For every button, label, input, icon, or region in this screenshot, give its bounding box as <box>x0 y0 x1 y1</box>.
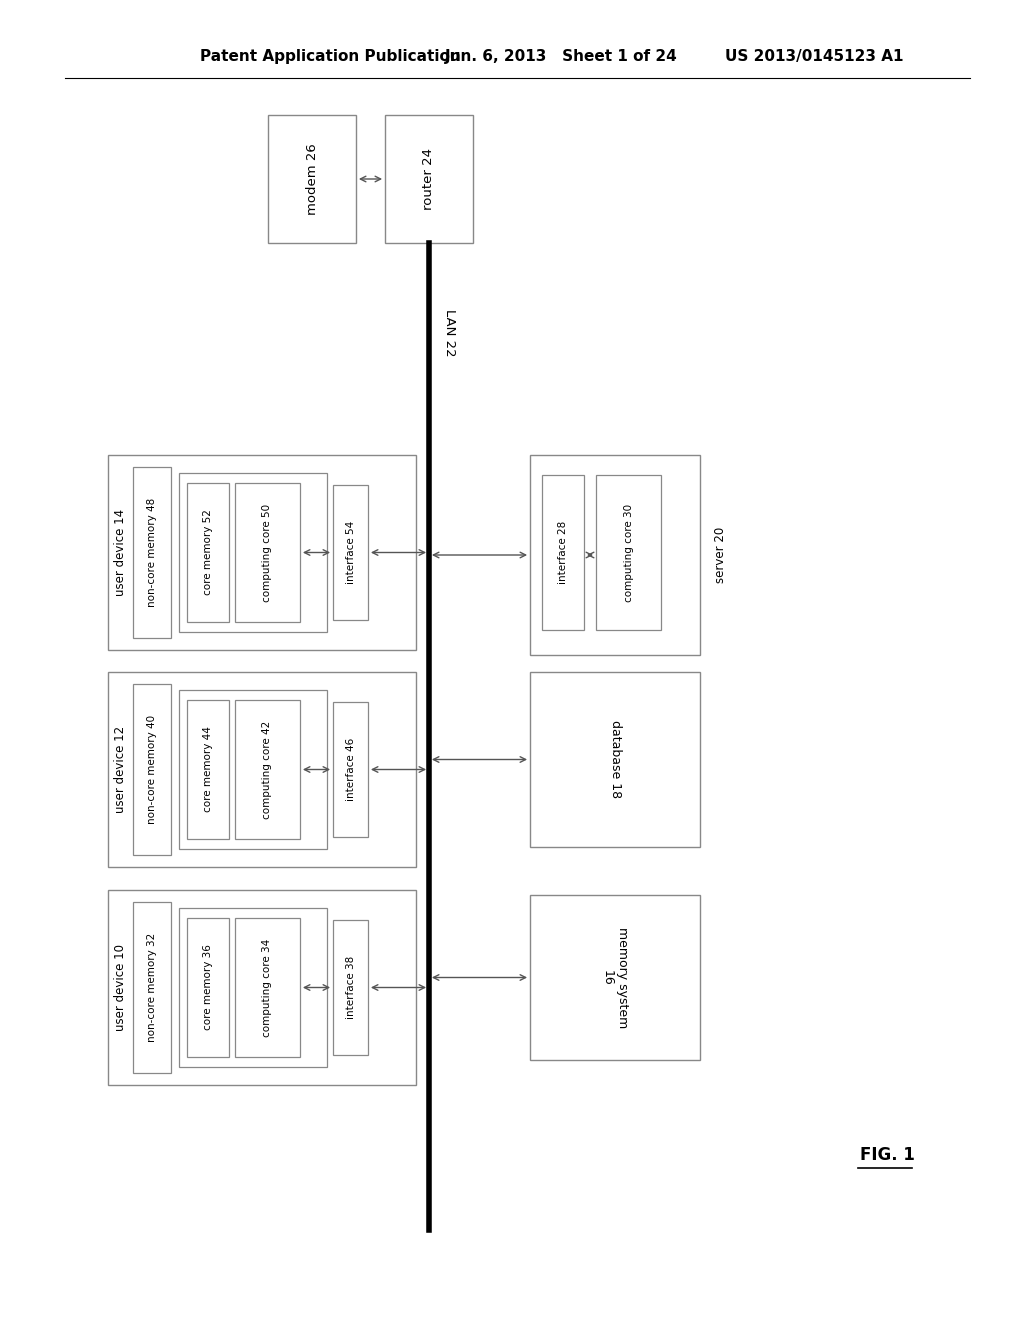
Text: user device 10: user device 10 <box>115 944 128 1031</box>
Text: computing core 30: computing core 30 <box>624 503 634 602</box>
Text: core memory 44: core memory 44 <box>203 726 213 812</box>
Text: user device 12: user device 12 <box>115 726 128 813</box>
Text: interface 28: interface 28 <box>558 521 568 585</box>
Text: non-core memory 40: non-core memory 40 <box>147 715 157 824</box>
Text: computing core 42: computing core 42 <box>262 721 272 818</box>
Bar <box>542 475 584 630</box>
Text: modem 26: modem 26 <box>305 143 318 215</box>
Bar <box>596 475 662 630</box>
Bar <box>179 690 327 849</box>
Text: FIG. 1: FIG. 1 <box>860 1146 914 1164</box>
Text: interface 46: interface 46 <box>345 738 355 801</box>
Bar <box>530 895 700 1060</box>
Bar <box>530 672 700 847</box>
Bar <box>108 672 416 867</box>
Text: user device 14: user device 14 <box>115 510 128 597</box>
Bar <box>187 917 229 1057</box>
Text: Jun. 6, 2013   Sheet 1 of 24: Jun. 6, 2013 Sheet 1 of 24 <box>445 49 678 65</box>
Bar <box>179 473 327 632</box>
Bar <box>108 455 416 649</box>
Bar <box>385 115 473 243</box>
Bar <box>268 115 356 243</box>
Bar <box>234 483 300 622</box>
Text: computing core 50: computing core 50 <box>262 503 272 602</box>
Bar <box>234 700 300 840</box>
Text: database 18: database 18 <box>608 721 622 799</box>
Text: non-core memory 32: non-core memory 32 <box>147 933 157 1041</box>
Bar <box>333 920 368 1055</box>
Text: router 24: router 24 <box>423 148 435 210</box>
Text: interface 54: interface 54 <box>345 521 355 585</box>
Bar <box>333 484 368 620</box>
Text: interface 38: interface 38 <box>345 956 355 1019</box>
Text: computing core 34: computing core 34 <box>262 939 272 1036</box>
Bar <box>133 467 171 638</box>
Bar <box>108 890 416 1085</box>
Bar <box>187 483 229 622</box>
Bar <box>187 700 229 840</box>
Text: non-core memory 48: non-core memory 48 <box>147 498 157 607</box>
Text: memory system
16: memory system 16 <box>601 927 629 1028</box>
Bar <box>179 908 327 1067</box>
Bar <box>133 684 171 855</box>
Text: core memory 36: core memory 36 <box>203 945 213 1031</box>
Text: US 2013/0145123 A1: US 2013/0145123 A1 <box>725 49 903 65</box>
Text: core memory 52: core memory 52 <box>203 510 213 595</box>
Text: server 20: server 20 <box>714 527 726 583</box>
Bar <box>133 902 171 1073</box>
Text: LAN 22: LAN 22 <box>442 309 456 356</box>
Bar <box>234 917 300 1057</box>
Bar <box>530 455 700 655</box>
Bar <box>333 702 368 837</box>
Text: Patent Application Publication: Patent Application Publication <box>200 49 461 65</box>
